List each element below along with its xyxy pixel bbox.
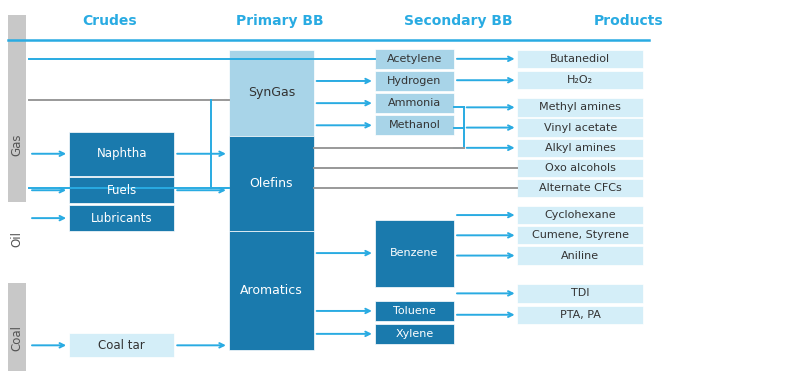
Text: Vinyl acetate: Vinyl acetate [543,123,617,133]
FancyBboxPatch shape [229,231,314,350]
Text: Methyl amines: Methyl amines [539,102,621,112]
Text: Ammonia: Ammonia [388,98,441,108]
FancyBboxPatch shape [517,284,643,303]
Text: Aromatics: Aromatics [240,284,303,297]
FancyBboxPatch shape [517,118,643,137]
Text: Benzene: Benzene [390,248,439,258]
FancyBboxPatch shape [517,50,643,68]
FancyBboxPatch shape [517,71,643,89]
FancyBboxPatch shape [375,71,454,91]
FancyBboxPatch shape [69,132,174,176]
FancyBboxPatch shape [375,220,454,286]
FancyBboxPatch shape [375,49,454,69]
Text: Butanediol: Butanediol [550,54,611,64]
Text: Alternate CFCs: Alternate CFCs [539,183,622,193]
Text: Acetylene: Acetylene [387,54,442,64]
Text: Alkyl amines: Alkyl amines [545,143,616,153]
Text: Products: Products [594,14,663,28]
FancyBboxPatch shape [229,136,314,231]
Text: TDI: TDI [571,288,590,298]
Text: Naphtha: Naphtha [97,147,147,160]
Text: Cyclohexane: Cyclohexane [544,210,616,220]
FancyBboxPatch shape [517,246,643,265]
FancyBboxPatch shape [69,177,174,203]
Text: Fuels: Fuels [106,184,137,197]
FancyBboxPatch shape [375,115,454,135]
FancyBboxPatch shape [8,283,26,371]
Text: Toluene: Toluene [393,306,436,316]
FancyBboxPatch shape [69,205,174,231]
Text: Aniline: Aniline [561,251,599,261]
Text: PTA, PA: PTA, PA [560,310,601,320]
Text: Methanol: Methanol [388,120,440,130]
Text: Oil: Oil [11,231,24,247]
Text: Lubricants: Lubricants [91,212,152,225]
FancyBboxPatch shape [69,333,174,357]
FancyBboxPatch shape [517,179,643,197]
FancyBboxPatch shape [517,206,643,224]
Text: Olefins: Olefins [250,177,293,190]
Text: Hydrogen: Hydrogen [387,76,442,86]
FancyBboxPatch shape [517,139,643,157]
FancyBboxPatch shape [375,324,454,344]
Text: Crudes: Crudes [82,14,137,28]
Text: Coal: Coal [11,325,24,351]
Text: Secondary BB: Secondary BB [404,14,513,28]
Text: Xylene: Xylene [395,329,434,339]
Text: Cumene, Styrene: Cumene, Styrene [532,230,629,240]
FancyBboxPatch shape [8,15,26,202]
FancyBboxPatch shape [375,93,454,113]
FancyBboxPatch shape [517,306,643,324]
Text: H₂O₂: H₂O₂ [567,75,594,85]
Text: Coal tar: Coal tar [98,339,145,352]
Text: Gas: Gas [11,134,24,156]
FancyBboxPatch shape [375,301,454,321]
Text: SynGas: SynGas [247,86,295,99]
FancyBboxPatch shape [517,159,643,177]
FancyBboxPatch shape [229,50,314,136]
Text: Oxo alcohols: Oxo alcohols [545,163,616,173]
FancyBboxPatch shape [517,226,643,244]
FancyBboxPatch shape [517,98,643,117]
Text: Primary BB: Primary BB [236,14,324,28]
